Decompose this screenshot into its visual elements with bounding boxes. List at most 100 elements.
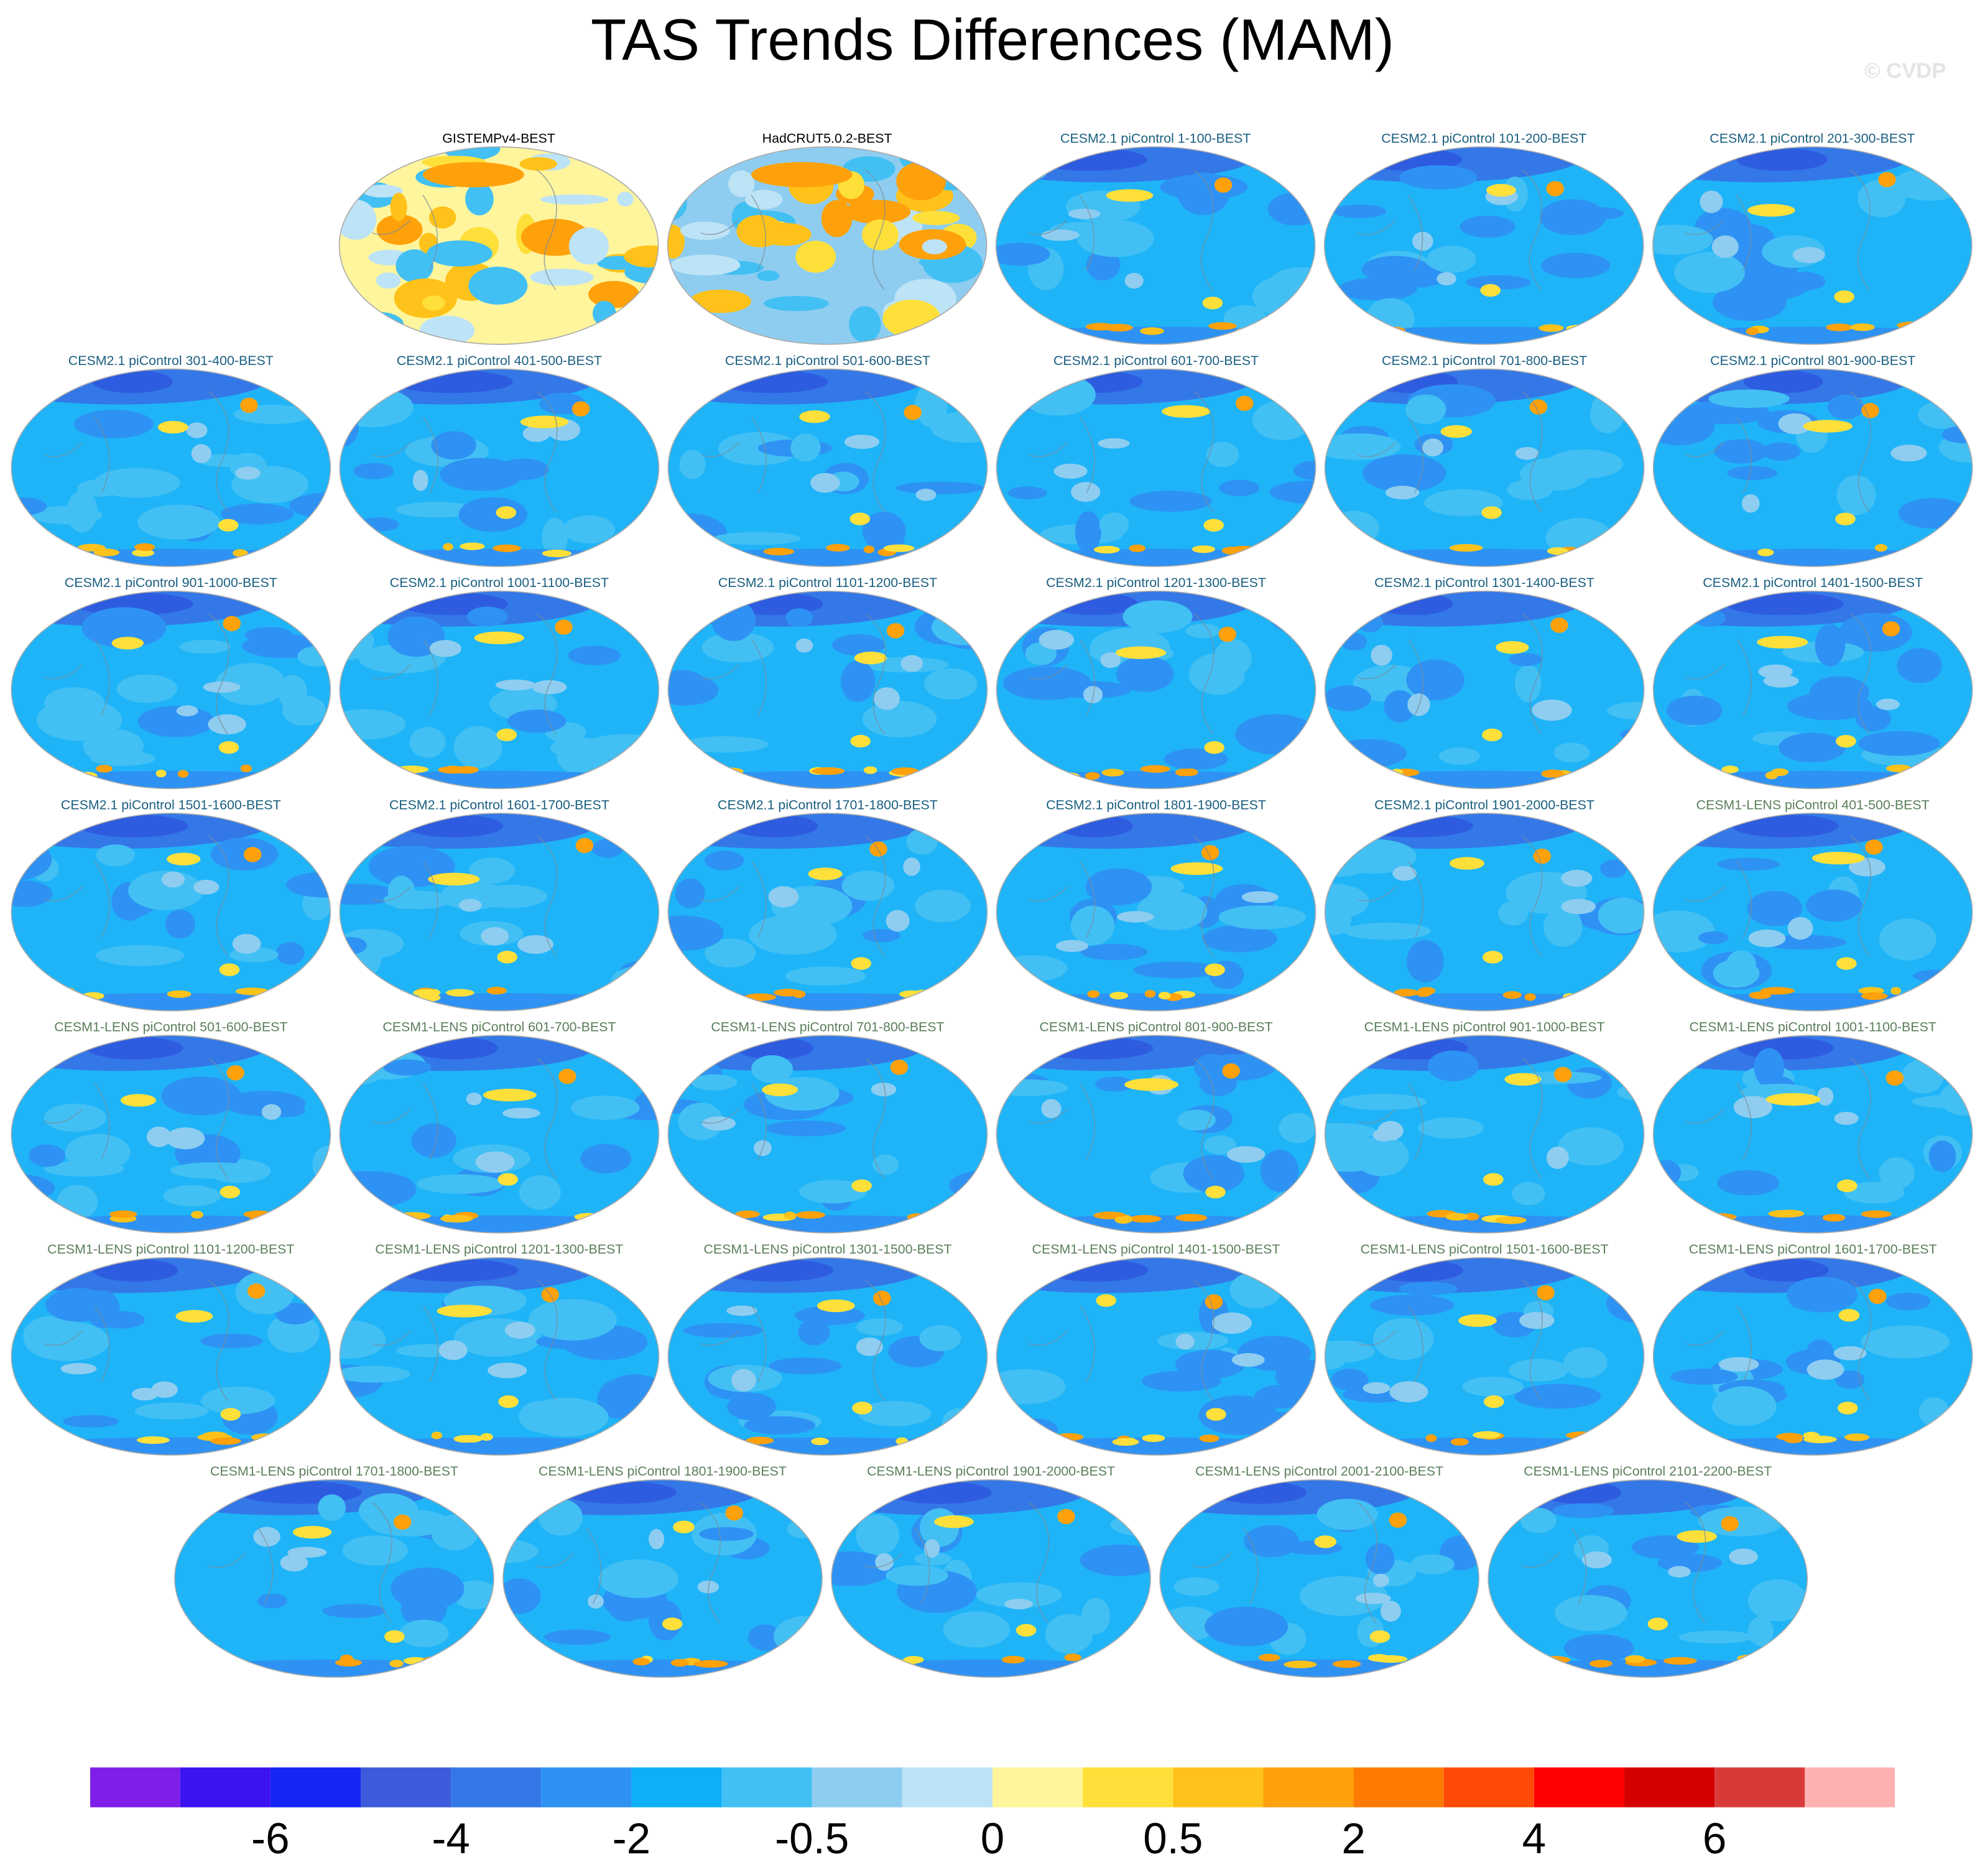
- coastline: [44, 835, 229, 957]
- anomaly: [1698, 1507, 1784, 1536]
- anomaly: [377, 1209, 394, 1217]
- anomaly: [1458, 1314, 1497, 1327]
- coastline: [1358, 613, 1543, 735]
- anomaly: [340, 928, 404, 959]
- anomaly: [1173, 1577, 1219, 1596]
- anomaly: [1254, 1384, 1310, 1409]
- panel-title: CESM1-LENS piControl 2001-2100-BEST: [1195, 1464, 1443, 1479]
- anomaly: [869, 841, 887, 857]
- anomaly: [1218, 905, 1307, 930]
- anomaly: [1524, 993, 1536, 1001]
- anomaly: [1162, 405, 1211, 418]
- anomaly: [632, 1658, 650, 1666]
- anomaly: [744, 1416, 816, 1435]
- anomaly: [1538, 324, 1564, 332]
- colorbar-box: [541, 1767, 632, 1808]
- anomaly: [226, 1065, 244, 1081]
- anomaly: [1749, 991, 1772, 999]
- anomaly: [340, 1043, 391, 1086]
- anomaly: [186, 422, 208, 438]
- anomaly: [1205, 963, 1225, 976]
- anomaly: [1837, 1402, 1858, 1415]
- anomaly: [467, 606, 508, 627]
- anomaly: [1085, 772, 1100, 780]
- anomaly: [598, 1559, 679, 1599]
- anomaly: [233, 549, 248, 557]
- anomaly: [57, 994, 70, 1002]
- anomaly: [1325, 1340, 1375, 1362]
- anomaly: [1226, 1146, 1265, 1163]
- anomaly: [1035, 148, 1147, 171]
- anomaly: [1199, 1435, 1219, 1443]
- anomaly: [1324, 326, 1644, 344]
- anomaly: [1910, 992, 1925, 1000]
- colorbar-box: [1173, 1767, 1264, 1808]
- anomaly: [1425, 1434, 1437, 1443]
- anomaly: [856, 1515, 900, 1556]
- panel-title: CESM2.1 piControl 1801-1900-BEST: [1046, 797, 1266, 812]
- anomaly: [1913, 550, 1949, 558]
- anomaly: [427, 240, 493, 267]
- coastline: [535, 1502, 721, 1624]
- map: [996, 813, 1316, 1011]
- anomaly: [1519, 1311, 1555, 1329]
- anomaly: [465, 182, 494, 216]
- anomaly: [1878, 172, 1896, 188]
- anomaly: [218, 519, 239, 532]
- map-border: [1652, 368, 1973, 567]
- map-border: [1324, 1257, 1645, 1456]
- anomaly: [1509, 653, 1542, 667]
- anomaly: [795, 1211, 825, 1219]
- anomaly: [1363, 1382, 1390, 1394]
- anomaly: [134, 543, 155, 551]
- anomaly: [1747, 204, 1795, 217]
- anomaly: [292, 1525, 332, 1539]
- anomaly: [550, 738, 591, 757]
- map-border: [339, 813, 660, 1012]
- anomaly: [1848, 857, 1886, 877]
- anomaly: [481, 927, 509, 946]
- anomaly: [1427, 246, 1476, 273]
- anomaly: [662, 1617, 683, 1630]
- anomaly: [1114, 1216, 1132, 1224]
- map-border: [338, 146, 659, 345]
- anomaly: [1041, 229, 1080, 241]
- anomaly: [376, 272, 401, 289]
- anomaly: [1546, 181, 1564, 196]
- panel-title: CESM2.1 piControl 1-100-BEST: [1060, 131, 1251, 146]
- panel-title: CESM1-LENS piControl 601-700-BEST: [382, 1020, 616, 1035]
- anomaly: [1260, 325, 1283, 333]
- anomaly: [896, 162, 946, 201]
- anomaly: [701, 632, 774, 663]
- anomaly: [1898, 497, 1968, 529]
- anomaly: [1116, 655, 1174, 692]
- anomaly: [895, 481, 984, 494]
- anomaly: [1748, 929, 1786, 948]
- anomaly: [340, 1365, 410, 1383]
- anomaly: [1747, 1579, 1808, 1622]
- anomaly: [1236, 395, 1254, 411]
- colorbar-tick-label: -6: [251, 1814, 290, 1862]
- anomaly: [826, 543, 850, 552]
- anomaly: [680, 736, 769, 753]
- colorbar-box: [1083, 1767, 1173, 1808]
- anomaly: [1389, 1512, 1407, 1528]
- anomaly: [422, 295, 445, 311]
- anomaly: [923, 1539, 940, 1558]
- anomaly: [1075, 511, 1101, 553]
- map: [996, 147, 1315, 344]
- anomaly: [1218, 626, 1236, 642]
- anomaly: [218, 741, 239, 754]
- anomaly: [1844, 1433, 1870, 1441]
- anomaly: [120, 1094, 156, 1107]
- anomaly: [383, 149, 403, 160]
- colorbar-box: [360, 1767, 451, 1808]
- anomaly: [1355, 1592, 1391, 1604]
- anomaly: [1714, 439, 1768, 464]
- anomaly: [461, 1435, 483, 1443]
- anomaly: [701, 1116, 736, 1131]
- anomaly: [588, 280, 639, 308]
- anomaly: [215, 663, 287, 705]
- anomaly: [1713, 284, 1787, 321]
- anomaly: [1678, 1213, 1706, 1221]
